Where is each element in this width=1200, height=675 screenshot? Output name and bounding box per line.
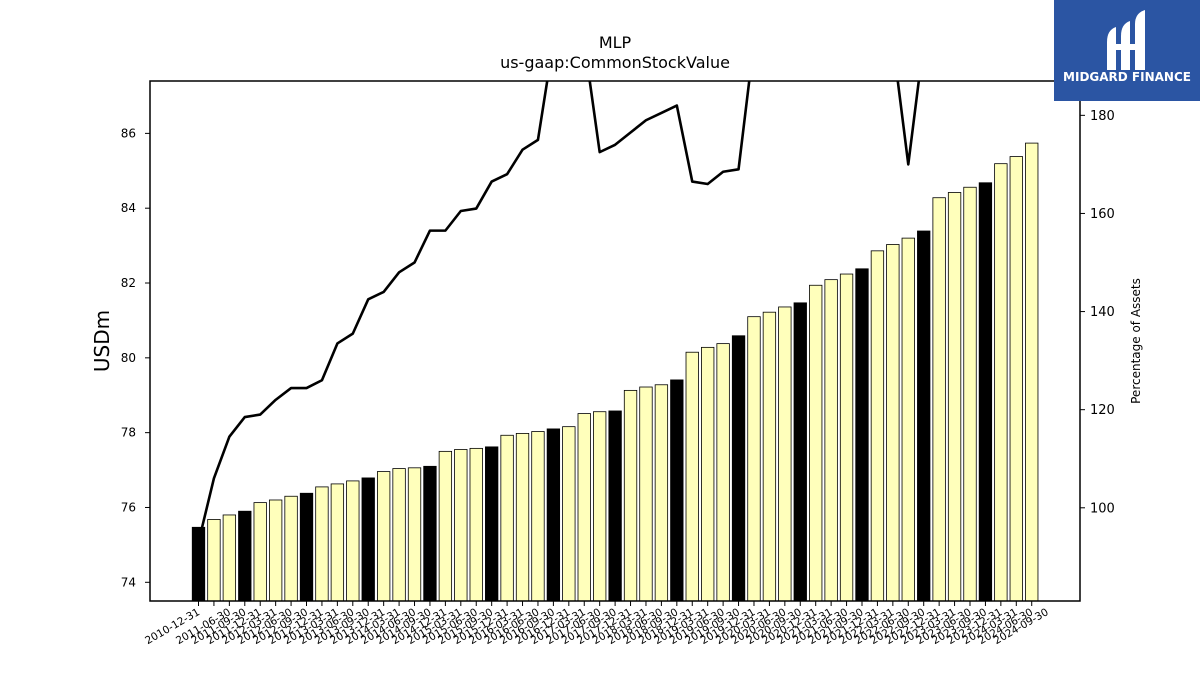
bar — [330, 483, 345, 602]
percentage-of-assets-line — [197, 81, 921, 543]
bar — [454, 449, 468, 602]
y-axis-left: 74 76 78 80 82 84 86 — [121, 126, 150, 589]
bar — [207, 519, 221, 602]
bar — [515, 432, 530, 602]
bar — [1025, 142, 1039, 602]
bar — [407, 467, 422, 602]
y-axis-right: 100 120 140 160 180 — [1080, 109, 1115, 516]
bar — [839, 273, 854, 602]
bar — [222, 514, 237, 602]
midgard-finance-logo: MIDGARD FINANCE — [1054, 0, 1200, 101]
y-axis-label-left: USDm — [90, 310, 114, 372]
bar — [577, 413, 591, 602]
bar — [392, 468, 406, 602]
bar — [500, 434, 514, 602]
bar-year-end — [546, 428, 561, 602]
bar — [747, 316, 761, 602]
y-tick-label: 82 — [121, 276, 136, 290]
bar-year-end — [670, 379, 684, 602]
bar — [762, 311, 777, 602]
y-right-tick-label: 180 — [1090, 109, 1115, 124]
bar — [284, 495, 298, 602]
y-right-tick-label: 100 — [1090, 501, 1115, 516]
bar-year-end — [793, 302, 807, 602]
bar — [809, 284, 823, 602]
bar — [963, 186, 977, 602]
bar — [886, 244, 900, 602]
bar — [593, 411, 607, 602]
bar-year-end — [731, 335, 746, 602]
bar-year-end — [855, 268, 869, 602]
bar — [901, 237, 915, 602]
bar — [685, 351, 699, 602]
bar — [932, 197, 946, 602]
logo-text: MIDGARD FINANCE — [1063, 70, 1191, 84]
y-right-tick-label: 140 — [1090, 305, 1115, 320]
bar — [947, 192, 962, 602]
bar — [531, 431, 545, 602]
midgard-finance-logo-icon — [1107, 10, 1145, 70]
bar — [623, 389, 638, 602]
bar — [268, 499, 283, 602]
bar — [701, 346, 715, 602]
line-series-layer — [197, 81, 921, 543]
bar — [778, 306, 792, 602]
bar — [994, 163, 1008, 602]
bar — [346, 480, 360, 602]
y-tick-label: 80 — [121, 351, 136, 365]
bar-year-end — [423, 465, 437, 602]
bar — [639, 386, 653, 602]
bar-year-end — [238, 510, 252, 602]
x-axis: 2010-12-312011-06-302011-09-302011-12-31… — [143, 601, 1051, 647]
bar-year-end — [485, 446, 499, 602]
y-tick-label: 74 — [121, 575, 136, 589]
bar — [654, 384, 669, 602]
y-tick-label: 76 — [121, 500, 136, 514]
bar — [562, 426, 576, 602]
bar-year-end — [299, 492, 314, 602]
y-axis-label-right: Percentage of Assets — [1129, 278, 1143, 404]
bar — [377, 471, 391, 602]
chart-subtitle: us-gaap:CommonStockValue — [500, 53, 730, 72]
bar — [716, 343, 730, 602]
y-tick-label: 84 — [121, 201, 136, 215]
bar — [438, 450, 453, 602]
bar — [253, 502, 267, 602]
y-right-tick-label: 120 — [1090, 403, 1115, 418]
y-right-tick-label: 160 — [1090, 207, 1115, 222]
bar — [1009, 156, 1023, 602]
y-tick-label: 86 — [121, 126, 136, 140]
bar — [824, 279, 838, 602]
bar-year-end — [978, 182, 993, 602]
bar-year-end — [917, 230, 931, 602]
chart-title: MLP — [599, 33, 632, 52]
bar — [469, 447, 483, 602]
bar — [870, 250, 885, 602]
y-tick-label: 78 — [121, 426, 136, 440]
bar-year-end — [361, 477, 375, 602]
bar-series — [191, 142, 1039, 602]
bar — [315, 486, 329, 602]
bar-year-end — [608, 410, 622, 602]
